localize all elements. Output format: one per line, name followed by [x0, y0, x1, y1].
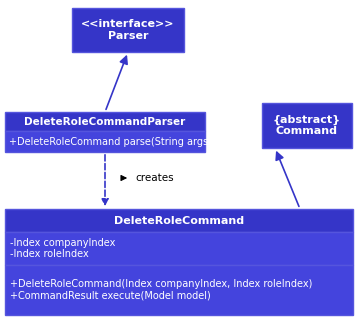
Bar: [262, 103, 352, 148]
Text: DeleteRoleCommand: DeleteRoleCommand: [114, 215, 244, 225]
Text: +DeleteRoleCommand(Index companyIndex, Index roleIndex)
+CommandResult execute(M: +DeleteRoleCommand(Index companyIndex, I…: [10, 279, 313, 301]
Text: creates: creates: [135, 173, 174, 183]
Bar: [72, 8, 184, 52]
Bar: [5, 131, 205, 152]
Text: -Index companyIndex
-Index roleIndex: -Index companyIndex -Index roleIndex: [10, 238, 115, 259]
Bar: [5, 232, 353, 265]
Text: {abstract}
Command: {abstract} Command: [273, 115, 341, 136]
Text: +DeleteRoleCommand parse(String args): +DeleteRoleCommand parse(String args): [9, 137, 212, 147]
Text: DeleteRoleCommandParser: DeleteRoleCommandParser: [24, 117, 186, 127]
Bar: [5, 209, 353, 232]
Text: <<interface>>
Parser: <<interface>> Parser: [81, 19, 175, 41]
Bar: [5, 112, 205, 131]
Bar: [5, 265, 353, 315]
